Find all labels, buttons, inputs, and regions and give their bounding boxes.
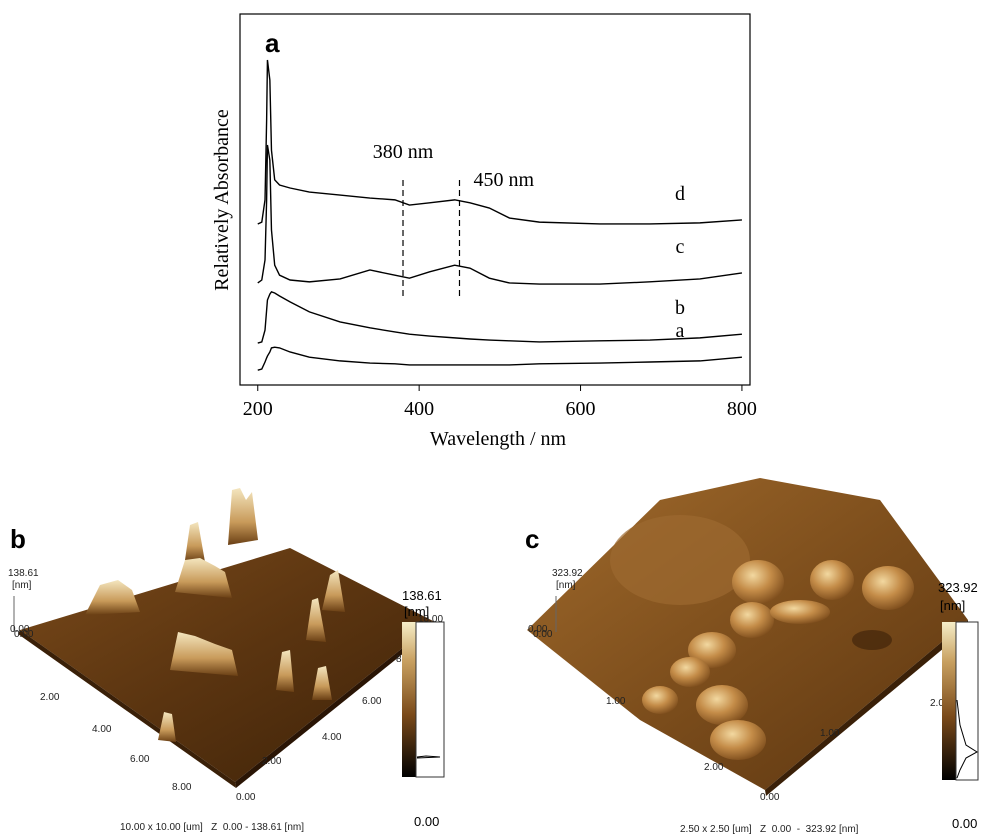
axis-label: 1.00 [820,728,840,739]
scale-max: 323.92 [938,580,978,595]
series-label: c [676,236,685,258]
series-label: d [675,183,685,205]
figure: a Wavelength / nm Relatively Absorbance … [0,0,992,836]
scan-info: 10.00 x 10.00 [um] Z 0.00 - 138.61 [nm] [120,822,304,833]
afm-peak [85,580,140,615]
marker-label: 450 nm [473,169,534,191]
afm-grain [770,600,830,624]
afm-peak [228,488,258,545]
x-tick-label: 400 [404,398,434,420]
y-axis-label: Relatively Absorbance [211,109,233,291]
scale-min: 0.00 [414,814,439,829]
panel-label: c [525,524,539,554]
panel-label: b [10,524,26,554]
spectrum-line [258,145,742,284]
afm-peak [175,558,232,598]
height-unit: [nm] [12,580,32,591]
origin-label: 0.00 [533,629,553,640]
afm-panel-c: c 323.92 [nm] 0.00 0.00 1.00 2.00 0.00 1… [525,478,978,835]
x-tick-label: 200 [243,398,273,420]
corner-label: 0.00 [236,792,256,803]
afm-grain [642,686,678,714]
afm-grain [732,560,784,604]
plot-frame [240,14,750,385]
marker-label: 380 nm [373,141,434,163]
x-tick-label: 600 [566,398,596,420]
afm-grain [810,560,854,600]
spectrum-line [258,60,742,224]
histogram-box [416,622,444,777]
afm-grain [862,566,914,610]
axis-label: 4.00 [92,724,112,735]
x-tick-label: 800 [727,398,757,420]
axis-label: 2.00 [40,692,60,703]
spectrum-line [258,292,742,343]
height-label: 323.92 [552,568,583,579]
scale-unit: [nm] [404,604,429,619]
scale-min: 0.00 [952,816,977,831]
color-bar [942,622,956,780]
afm-peak [185,522,205,562]
origin-label: 0.00 [14,629,34,640]
scan-info: 2.50 x 2.50 [um] Z 0.00 - 323.92 [nm] [680,824,859,835]
axis-label: 8.00 [172,782,192,793]
afm-panel-b: b 138.61 [nm] 0.00 0.00 2.00 4.00 6.00 8… [8,488,444,833]
spectrum-line [258,347,742,370]
axis-label: 1.00 [606,696,626,707]
axis-label: 6.00 [362,696,382,707]
afm-feature [610,515,750,605]
scale-unit: [nm] [940,598,965,613]
histogram-box [956,622,978,780]
color-bar [402,622,416,777]
afm-grain [696,685,748,725]
afm-grain [730,602,774,638]
afm-grain [670,657,710,687]
x-axis-label: Wavelength / nm [430,428,567,450]
axis-label: 2.00 [262,756,282,767]
afm-pit [852,630,892,650]
axis-label: 4.00 [322,732,342,743]
axis-label: 2.00 [704,762,724,773]
corner-label: 0.00 [760,792,780,803]
height-label: 138.61 [8,568,39,579]
absorbance-chart: a Wavelength / nm Relatively Absorbance … [211,14,757,450]
series-label: b [675,297,685,319]
scale-max: 138.61 [402,588,442,603]
axis-label: 6.00 [130,754,150,765]
afm-grain [710,720,766,760]
panel-label: a [265,28,280,58]
height-unit: [nm] [556,580,576,591]
